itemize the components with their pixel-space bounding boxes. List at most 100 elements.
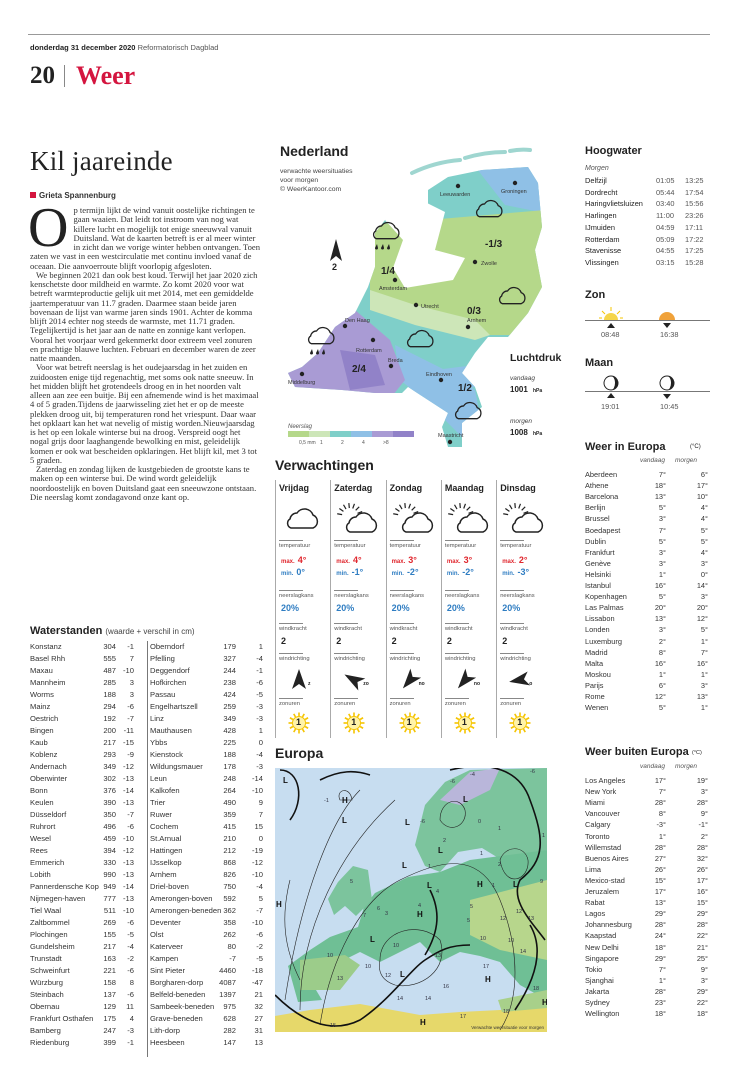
station-name: Mainz — [30, 702, 51, 711]
table-row: Rees 394 -12 Hattingen 212 -19 — [30, 845, 266, 857]
temperature-label: 3 — [385, 911, 388, 917]
station-name: Katerveer — [150, 942, 183, 951]
table-row: Istanbul 16° 14° — [585, 580, 710, 591]
temp-tomorrow: 4° — [700, 514, 708, 524]
temp-today: 5° — [658, 703, 666, 713]
divider — [389, 698, 414, 699]
station-name: Tiel Waal — [30, 906, 62, 915]
water-level: 244 — [223, 666, 236, 675]
water-level: 496 — [103, 822, 116, 831]
water-level: 487 — [103, 666, 116, 675]
station-name: Kaub — [30, 738, 48, 747]
station-name: Oberwinter — [30, 774, 68, 783]
city: Singapore — [585, 953, 619, 963]
station-name: Plochingen — [30, 930, 68, 939]
label-rain: neerslagkans — [444, 593, 480, 599]
divider — [444, 653, 469, 654]
forecast-day-zaterdag: Zaterdag temperatuur neerslagkans windkrach… — [330, 480, 384, 738]
water-level: 147 — [223, 1038, 236, 1047]
city: Miami — [585, 798, 605, 808]
temp-tomorrow: 28° — [696, 842, 708, 852]
station-name: Würzburg — [30, 978, 63, 987]
time-1: 11:00 — [656, 211, 674, 221]
time-2: 17:25 — [685, 246, 704, 256]
temp-tomorrow: 3° — [700, 558, 708, 568]
station-name: Grave-beneden — [150, 1014, 203, 1023]
sun-hours-icon: 1 — [288, 712, 310, 734]
max-value: 2° — [518, 555, 528, 565]
time-1: 05:44 — [656, 187, 675, 197]
min-label: min. — [391, 571, 404, 577]
table-row: Sjanghai 1° 3° — [585, 975, 710, 986]
water-change: -7 — [127, 714, 134, 723]
label-winddir: windrichting — [500, 656, 531, 662]
temp-today: 2° — [658, 636, 666, 646]
station-name: Düsseldorf — [30, 810, 67, 819]
temp-tomorrow: 5° — [700, 625, 708, 635]
temp-today: 28° — [654, 986, 666, 996]
table-row: Gundelsheim 217 -4 Katerveer 80 -2 — [30, 941, 266, 953]
forecast-day-maandag: Maandag temperatuur neerslagkans windkracht… — [440, 480, 495, 738]
temperature-label: 12 — [500, 916, 506, 922]
luchtdruk-title: Luchtdruk — [510, 352, 561, 364]
luchtdruk-unit: hPa — [533, 431, 542, 437]
temperature-label: 1 — [480, 851, 483, 857]
temp-tomorrow: 3° — [700, 787, 708, 797]
legend-label: >8 — [383, 440, 389, 446]
time-2: 17:22 — [685, 234, 704, 244]
wind-force: 2 — [332, 262, 337, 272]
station-name: Lobith — [30, 870, 51, 879]
city: Wenen — [585, 703, 609, 713]
cloud-icon — [454, 401, 482, 420]
water-change: -4 — [127, 942, 134, 951]
table-row: Lobith 990 -13 Arnhem 826 -10 — [30, 869, 266, 881]
water-change: -6 — [127, 918, 134, 927]
temp-today: 29° — [654, 953, 666, 963]
wind-direction-label: no — [418, 681, 425, 687]
table-row: Madrid 8° 7° — [585, 647, 710, 658]
day-name: Zondag — [389, 483, 423, 493]
divider — [500, 590, 525, 591]
table-row: Nijmegen-haven 777 -13 Amerongen-boven 592 5 — [30, 893, 266, 905]
water-change: 27 — [254, 1014, 263, 1023]
station-name: Ruwer — [150, 810, 172, 819]
temp-today: 17° — [654, 887, 666, 896]
pressure-label: L — [342, 816, 347, 825]
temp-today: 28° — [654, 798, 666, 808]
water-level: 359 — [223, 810, 236, 819]
max-label: max. — [502, 559, 516, 565]
water-change: -6 — [127, 990, 134, 999]
temp-today: 3° — [658, 625, 666, 635]
temp-today: 13° — [654, 614, 666, 624]
max-label: max. — [391, 559, 406, 565]
water-change: -18 — [252, 966, 263, 975]
station-name: Bamberg — [30, 1026, 61, 1035]
table-divider — [147, 641, 148, 1057]
water-change: 9 — [258, 798, 263, 807]
table-row: Toronto 1° 2° — [585, 831, 710, 842]
temp-today: 24° — [654, 931, 666, 941]
temp-tomorrow: 25° — [696, 953, 708, 963]
time-1: 04:55 — [656, 246, 675, 256]
temp-tomorrow: 1° — [700, 703, 708, 713]
station-name: Deggendorf — [150, 666, 190, 675]
forecast-day-dinsdag: Dinsdag temperatuur neerslagkans windkracht… — [496, 480, 550, 738]
table-row: Andernach 349 -12 Wildungsmauer 178 -3 — [30, 761, 266, 773]
min-label: min. — [336, 571, 349, 577]
table-row: Dordrecht 05:44 17:54 — [585, 187, 704, 199]
drop-cap: O — [28, 197, 69, 259]
wind-force: 2 — [281, 636, 287, 646]
label-windforce: windkracht — [500, 626, 528, 632]
temp-tomorrow: 7° — [700, 647, 708, 657]
temp-today: 28° — [654, 920, 666, 930]
label-rain: neerslagkans — [389, 593, 425, 599]
pressure-label: H — [420, 1018, 426, 1027]
temperature-label: 14 — [520, 949, 526, 955]
temp-tomorrow: 32° — [696, 853, 708, 863]
city: Parijs — [585, 680, 604, 690]
label-temp: temperatuur — [389, 543, 421, 549]
temperature-label: 5 — [467, 918, 470, 924]
table-row: Schweinfurt 221 -6 Sint Pieter 4460 -18 — [30, 965, 266, 977]
station-name: Arnhem — [150, 870, 177, 879]
cloud-icon — [279, 502, 323, 541]
